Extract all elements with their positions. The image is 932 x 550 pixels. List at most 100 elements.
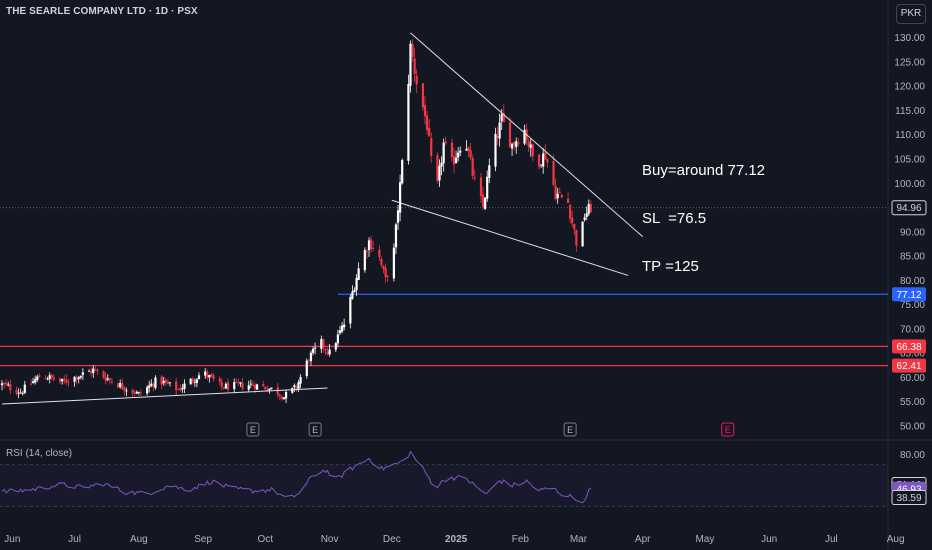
candle-body	[23, 384, 26, 394]
candle-body	[46, 378, 49, 380]
candle-body	[264, 386, 267, 390]
candle-body	[311, 348, 315, 353]
candle-body	[168, 382, 172, 384]
candle-body	[87, 370, 91, 372]
candle-body	[556, 193, 559, 199]
earnings-marker-label: E	[312, 425, 318, 435]
candle-body	[121, 383, 124, 389]
level-tag-77.12-bg	[892, 287, 926, 302]
price-tick-label: 115.00	[895, 106, 925, 117]
candle-body	[372, 248, 375, 249]
candle-body	[160, 376, 163, 385]
candle-body	[195, 379, 199, 384]
price-tick-label: 75.00	[900, 300, 925, 311]
time-axis-label: 2025	[445, 534, 468, 545]
time-axis-label: Jun	[761, 534, 777, 545]
candle-body	[558, 192, 561, 193]
candle-body	[19, 392, 22, 394]
candle-body	[222, 387, 225, 389]
candle-body	[436, 155, 439, 181]
candle-body	[399, 182, 402, 213]
candle-body	[79, 375, 82, 378]
candle-body	[554, 185, 557, 200]
candle-body	[104, 377, 107, 381]
candle-body	[531, 144, 534, 157]
candle-body	[454, 157, 458, 164]
price-tick-label: 80.00	[900, 276, 925, 287]
candle-body	[338, 330, 342, 334]
candle-body	[0, 383, 4, 386]
candle-body	[191, 379, 194, 382]
time-axis-label: Dec	[383, 534, 401, 545]
candle-body	[175, 381, 178, 391]
candle-body	[343, 324, 346, 328]
candle-body	[206, 372, 209, 378]
candle-body	[438, 165, 441, 181]
rsi-line	[1, 450, 592, 504]
candle-body	[241, 383, 244, 389]
candle-body	[253, 384, 257, 389]
candle-body	[510, 143, 514, 149]
rsi-value-tag-bg	[891, 489, 927, 505]
candle-body	[430, 138, 433, 156]
earnings-marker	[308, 422, 322, 437]
candle-body	[440, 162, 443, 167]
candle-body	[280, 396, 284, 400]
price-tick-label: 85.00	[900, 252, 925, 263]
time-axis-label: Aug	[887, 534, 905, 545]
candle-body	[237, 382, 240, 384]
candle-body	[189, 378, 192, 385]
candle-body	[479, 177, 483, 197]
candle-body	[94, 369, 97, 371]
annotation-buy: Buy=around 77.12	[642, 162, 766, 179]
candle-body	[34, 379, 37, 383]
candle-body	[508, 122, 512, 148]
candle-body	[179, 388, 182, 391]
candle-body	[444, 141, 447, 144]
candle-body	[442, 142, 445, 164]
candle-body	[552, 160, 555, 186]
currency-button[interactable]: PKR	[896, 4, 926, 24]
candle-body	[204, 371, 207, 376]
candle-body	[284, 391, 288, 399]
time-axis-label: Oct	[258, 534, 274, 545]
time-axis-label: Aug	[130, 534, 148, 545]
candle-body	[334, 343, 337, 350]
candle-body	[146, 387, 149, 394]
candle-body	[515, 141, 518, 148]
candle-body	[293, 385, 296, 388]
last-price-tag-bg	[891, 200, 927, 216]
candle-body	[369, 239, 373, 250]
candle-body	[154, 377, 157, 388]
candle-body	[218, 378, 221, 382]
candle-body	[575, 230, 578, 246]
candle-body	[409, 43, 412, 86]
candle-body	[247, 385, 250, 390]
level-tag-62.41-bg	[892, 358, 926, 373]
candle-body	[309, 352, 313, 362]
candle-body	[513, 142, 516, 146]
candle-body	[411, 44, 414, 58]
rsi-legend: RSI (14, close)	[6, 448, 73, 459]
candle-body	[585, 213, 588, 217]
candle-body	[421, 83, 425, 108]
candle-body	[73, 376, 76, 382]
candle-body	[450, 142, 454, 157]
candle-body	[2, 382, 6, 384]
candle-body	[102, 371, 105, 378]
price-tick-label: 50.00	[900, 421, 925, 432]
level-tag-66.38: 66.38	[896, 342, 921, 353]
candle-body	[413, 58, 416, 74]
time-axis-label: Apr	[635, 534, 651, 545]
price-tick-label: 100.00	[894, 179, 925, 190]
candle-body	[152, 383, 155, 387]
candle-body	[166, 381, 169, 384]
candle-body	[44, 378, 47, 380]
candle-body	[488, 165, 491, 178]
candle-body	[351, 291, 354, 299]
candle-body	[459, 150, 462, 153]
candle-body	[320, 339, 323, 349]
candle-body	[326, 351, 329, 354]
candle-body	[133, 393, 136, 395]
